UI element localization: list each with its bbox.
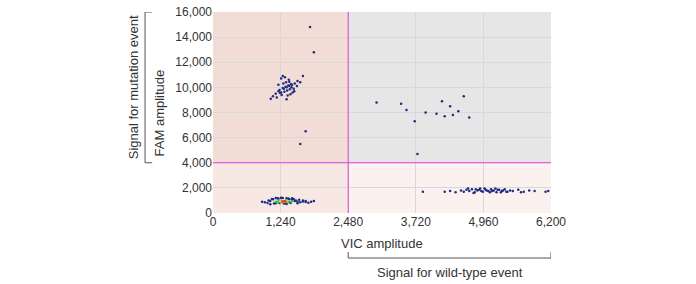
svg-text:VIC amplitude: VIC amplitude xyxy=(341,236,423,251)
svg-text:1,240: 1,240 xyxy=(266,215,296,229)
svg-text:4,000: 4,000 xyxy=(182,156,212,170)
svg-text:3,720: 3,720 xyxy=(401,215,431,229)
svg-text:6,000: 6,000 xyxy=(182,131,212,145)
svg-text:10,000: 10,000 xyxy=(175,81,212,95)
svg-text:0: 0 xyxy=(205,206,212,220)
svg-text:Signal for wild-type event: Signal for wild-type event xyxy=(377,265,523,280)
svg-text:4,960: 4,960 xyxy=(468,215,498,229)
svg-text:0: 0 xyxy=(210,215,217,229)
svg-text:12,000: 12,000 xyxy=(175,55,212,69)
svg-text:Signal for mutation event: Signal for mutation event xyxy=(126,15,141,159)
svg-text:2,000: 2,000 xyxy=(182,181,212,195)
svg-text:6,200: 6,200 xyxy=(536,215,566,229)
svg-text:16,000: 16,000 xyxy=(175,5,212,19)
svg-text:FAM amplitude: FAM amplitude xyxy=(152,70,167,157)
svg-text:2,480: 2,480 xyxy=(333,215,363,229)
svg-text:8,000: 8,000 xyxy=(182,106,212,120)
svg-text:14,000: 14,000 xyxy=(175,30,212,44)
